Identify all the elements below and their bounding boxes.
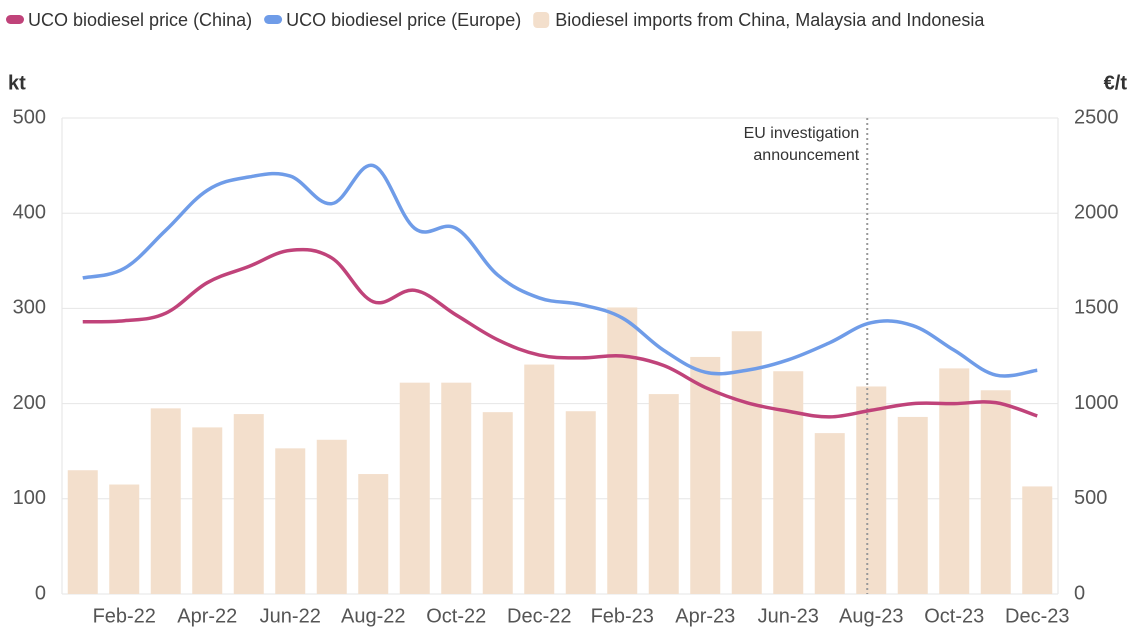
bar <box>773 371 804 594</box>
line <box>82 247 1038 419</box>
y-tick-label: 0 <box>35 582 46 604</box>
legend-swatch <box>264 15 283 24</box>
line <box>82 163 1038 378</box>
y2-tick-label: 1500 <box>1074 297 1119 319</box>
y-tick-label: 400 <box>13 201 46 223</box>
x-tick-label: Feb-22 <box>93 605 156 627</box>
x-tick-label: Oct-23 <box>924 605 984 627</box>
x-tick-label: Aug-23 <box>839 605 904 627</box>
legend-label: UCO biodiesel price (Europe) <box>286 10 521 30</box>
bar <box>648 394 679 594</box>
bar <box>1022 486 1053 594</box>
x-tick-label: Aug-22 <box>341 605 406 627</box>
bar <box>607 307 638 594</box>
bar <box>275 448 306 594</box>
bar <box>316 439 347 594</box>
x-tick-label: Jun-22 <box>260 605 321 627</box>
x-tick-label: Feb-23 <box>591 605 654 627</box>
x-tick-label: Apr-22 <box>177 605 237 627</box>
y2-tick-label: 500 <box>1074 487 1107 509</box>
y2-tick-label: 2000 <box>1074 201 1119 223</box>
y2-tick-label: 2500 <box>1074 106 1119 128</box>
bar <box>980 390 1011 594</box>
bar <box>731 331 762 594</box>
bar <box>565 411 596 594</box>
y-tick-label: 500 <box>13 106 46 128</box>
x-tick-label: Oct-22 <box>426 605 486 627</box>
y-axis-title: kt <box>8 72 26 94</box>
bar <box>482 412 513 594</box>
legend-label: Biodiesel imports from China, Malaysia a… <box>555 10 985 30</box>
x-tick-label: Dec-23 <box>1005 605 1069 627</box>
annotation-text: EU investigation <box>744 125 860 142</box>
bar <box>67 470 98 594</box>
y-tick-label: 300 <box>13 297 46 319</box>
bar <box>399 382 430 594</box>
legend-swatch <box>6 15 24 24</box>
x-tick-label: Dec-22 <box>507 605 571 627</box>
x-tick-label: Jun-23 <box>758 605 819 627</box>
bar <box>897 416 928 594</box>
bar <box>150 408 181 594</box>
bar <box>109 484 140 594</box>
bar <box>233 414 264 594</box>
y2-axis-title: €/t <box>1104 72 1128 94</box>
bar <box>856 386 887 594</box>
bar <box>524 364 555 594</box>
x-tick-label: Apr-23 <box>675 605 735 627</box>
y-tick-label: 100 <box>13 487 46 509</box>
bar <box>690 356 721 594</box>
bar <box>192 427 223 594</box>
annotation-text: announcement <box>753 147 859 164</box>
bar <box>814 433 845 594</box>
legend-swatch <box>533 12 550 28</box>
y2-tick-label: 0 <box>1074 582 1085 604</box>
bar <box>358 474 389 594</box>
bar <box>441 382 472 594</box>
bar <box>939 368 970 594</box>
y-tick-label: 200 <box>13 392 46 414</box>
y2-tick-label: 1000 <box>1074 392 1119 414</box>
legend-label: UCO biodiesel price (China) <box>28 10 252 30</box>
